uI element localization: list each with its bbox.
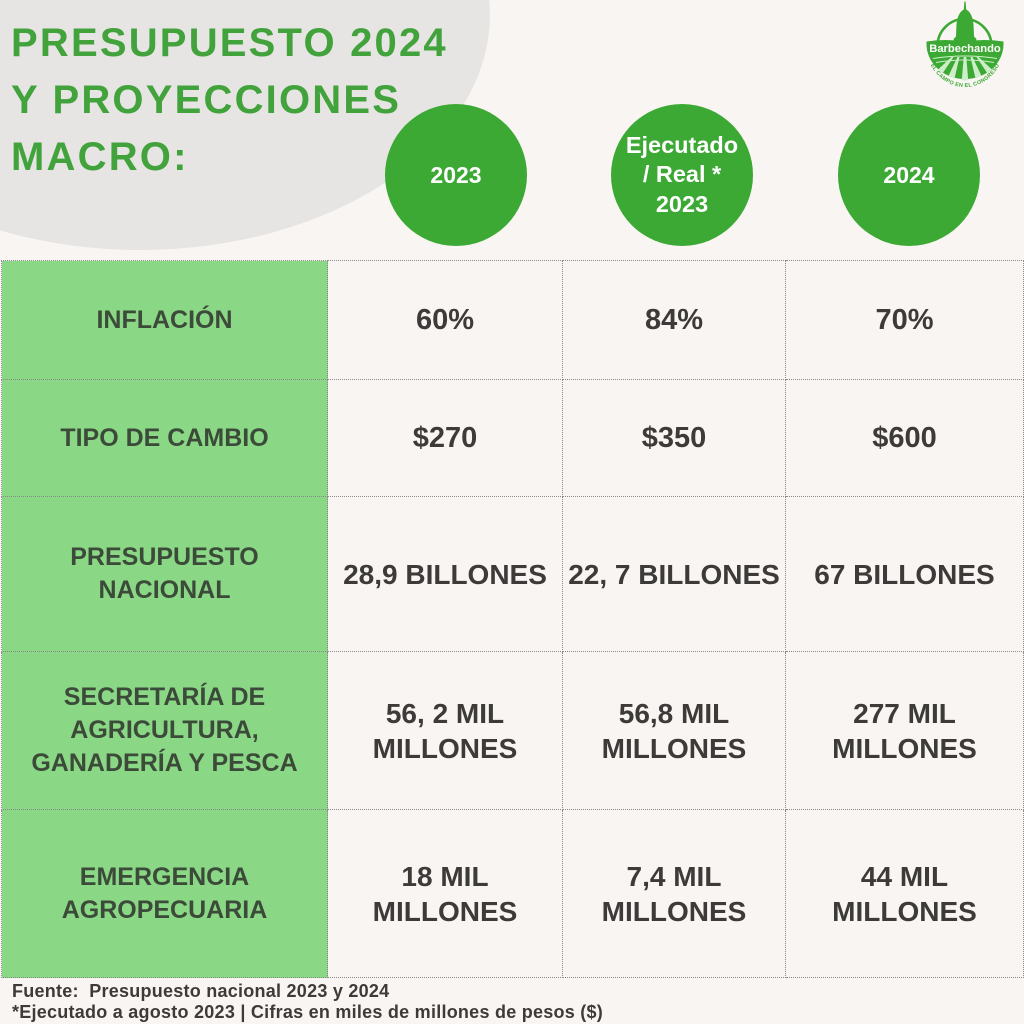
svg-text:Barbechando: Barbechando [929,43,1001,55]
